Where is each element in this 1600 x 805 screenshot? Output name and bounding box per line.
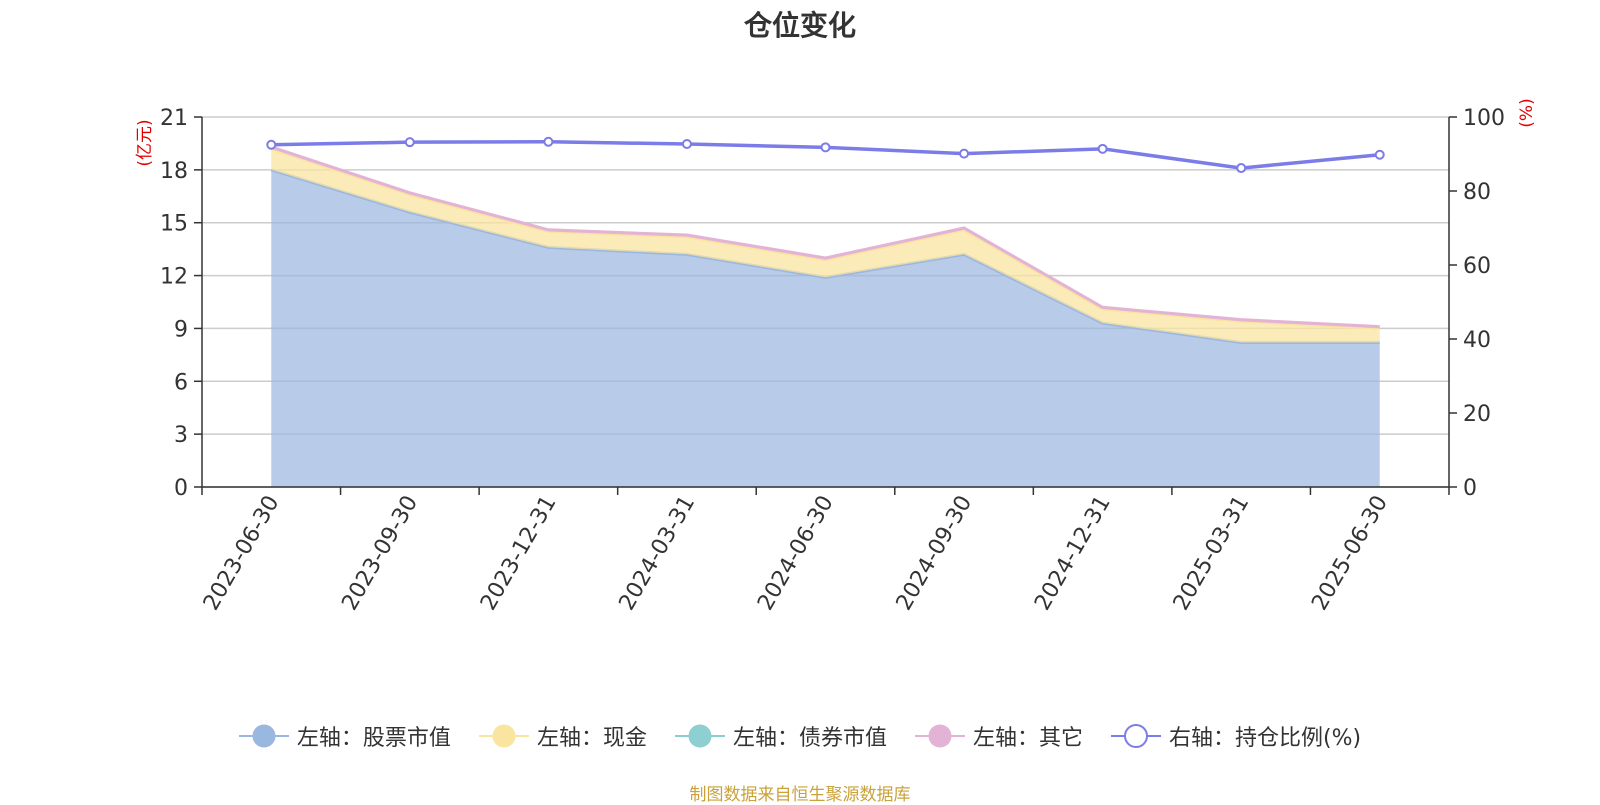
legend-item[interactable]: 左轴：现金 xyxy=(478,720,647,752)
x-tick-label: 2023-06-30 xyxy=(199,492,285,615)
x-tick-label: 2024-06-30 xyxy=(753,492,839,615)
x-tick-label: 2024-03-31 xyxy=(615,492,701,615)
legend-label: 左轴：股票市值 xyxy=(296,726,451,751)
y-left-tick-label: 0 xyxy=(174,476,188,501)
area-series-0 xyxy=(271,169,1380,487)
legend: 左轴：股票市值 左轴：现金 左轴：债券市值 左轴：其它 右轴：持仓比例(%) xyxy=(0,720,1600,752)
line-point xyxy=(1097,143,1108,154)
x-tick-label: 2025-03-31 xyxy=(1169,492,1255,615)
x-tick-label: 2023-12-31 xyxy=(476,492,562,615)
legend-label: 右轴：持仓比例(%) xyxy=(1168,726,1362,751)
area-edge-series-3 xyxy=(270,145,1380,329)
legend-item[interactable]: 左轴：债券市值 xyxy=(674,720,887,752)
position-ratio-line xyxy=(266,136,1385,174)
legend-label: 左轴：债券市值 xyxy=(732,726,887,751)
line-point xyxy=(1236,163,1247,174)
x-tick-label: 2024-09-30 xyxy=(892,492,978,615)
line-point xyxy=(820,142,831,153)
x-tick-label: 2025-06-30 xyxy=(1307,492,1393,615)
legend-item[interactable]: 左轴：股票市值 xyxy=(238,720,451,752)
legend-label: 左轴：其它 xyxy=(972,726,1083,751)
y-left-unit: (亿元) xyxy=(135,119,155,166)
y-right-unit: (%) xyxy=(1517,98,1537,127)
line-point xyxy=(681,139,692,150)
legend-marker-icon xyxy=(674,724,725,748)
legend-marker-icon xyxy=(238,724,289,748)
line-point xyxy=(1374,149,1385,160)
source-note: 制图数据来自恒生聚源数据库 xyxy=(689,785,911,805)
legend-item[interactable]: 右轴：持仓比例(%) xyxy=(1110,720,1362,752)
line-point xyxy=(959,148,970,159)
y-left-tick-label: 21 xyxy=(160,106,188,131)
stacked-areas xyxy=(270,145,1380,487)
y-left-tick-label: 18 xyxy=(160,159,188,184)
y-right-tick-label: 80 xyxy=(1463,180,1491,205)
chart-title: 仓位变化 xyxy=(743,9,856,42)
legend-marker-icon xyxy=(478,724,529,748)
y-right-tick-label: 20 xyxy=(1463,402,1491,427)
y-left-tick-label: 3 xyxy=(174,423,188,448)
x-tick-label: 2024-12-31 xyxy=(1030,492,1116,615)
y-right-tick-label: 100 xyxy=(1463,106,1505,131)
y-left-tick-label: 15 xyxy=(160,212,188,237)
line-point xyxy=(543,136,554,147)
x-tick-label: 2023-09-30 xyxy=(337,492,423,615)
line-point xyxy=(404,137,415,148)
y-left-tick-label: 6 xyxy=(174,370,188,395)
y-left-tick-label: 9 xyxy=(174,317,188,342)
legend-label: 左轴：现金 xyxy=(536,726,647,751)
y-right-tick-label: 0 xyxy=(1463,476,1477,501)
legend-item[interactable]: 左轴：其它 xyxy=(914,720,1083,752)
legend-marker-icon xyxy=(1110,724,1161,748)
line-point xyxy=(266,139,277,150)
legend-marker-icon xyxy=(914,724,965,748)
y-left-tick-label: 12 xyxy=(160,265,188,290)
y-right-tick-label: 60 xyxy=(1463,254,1491,279)
y-right-tick-label: 40 xyxy=(1463,328,1491,353)
